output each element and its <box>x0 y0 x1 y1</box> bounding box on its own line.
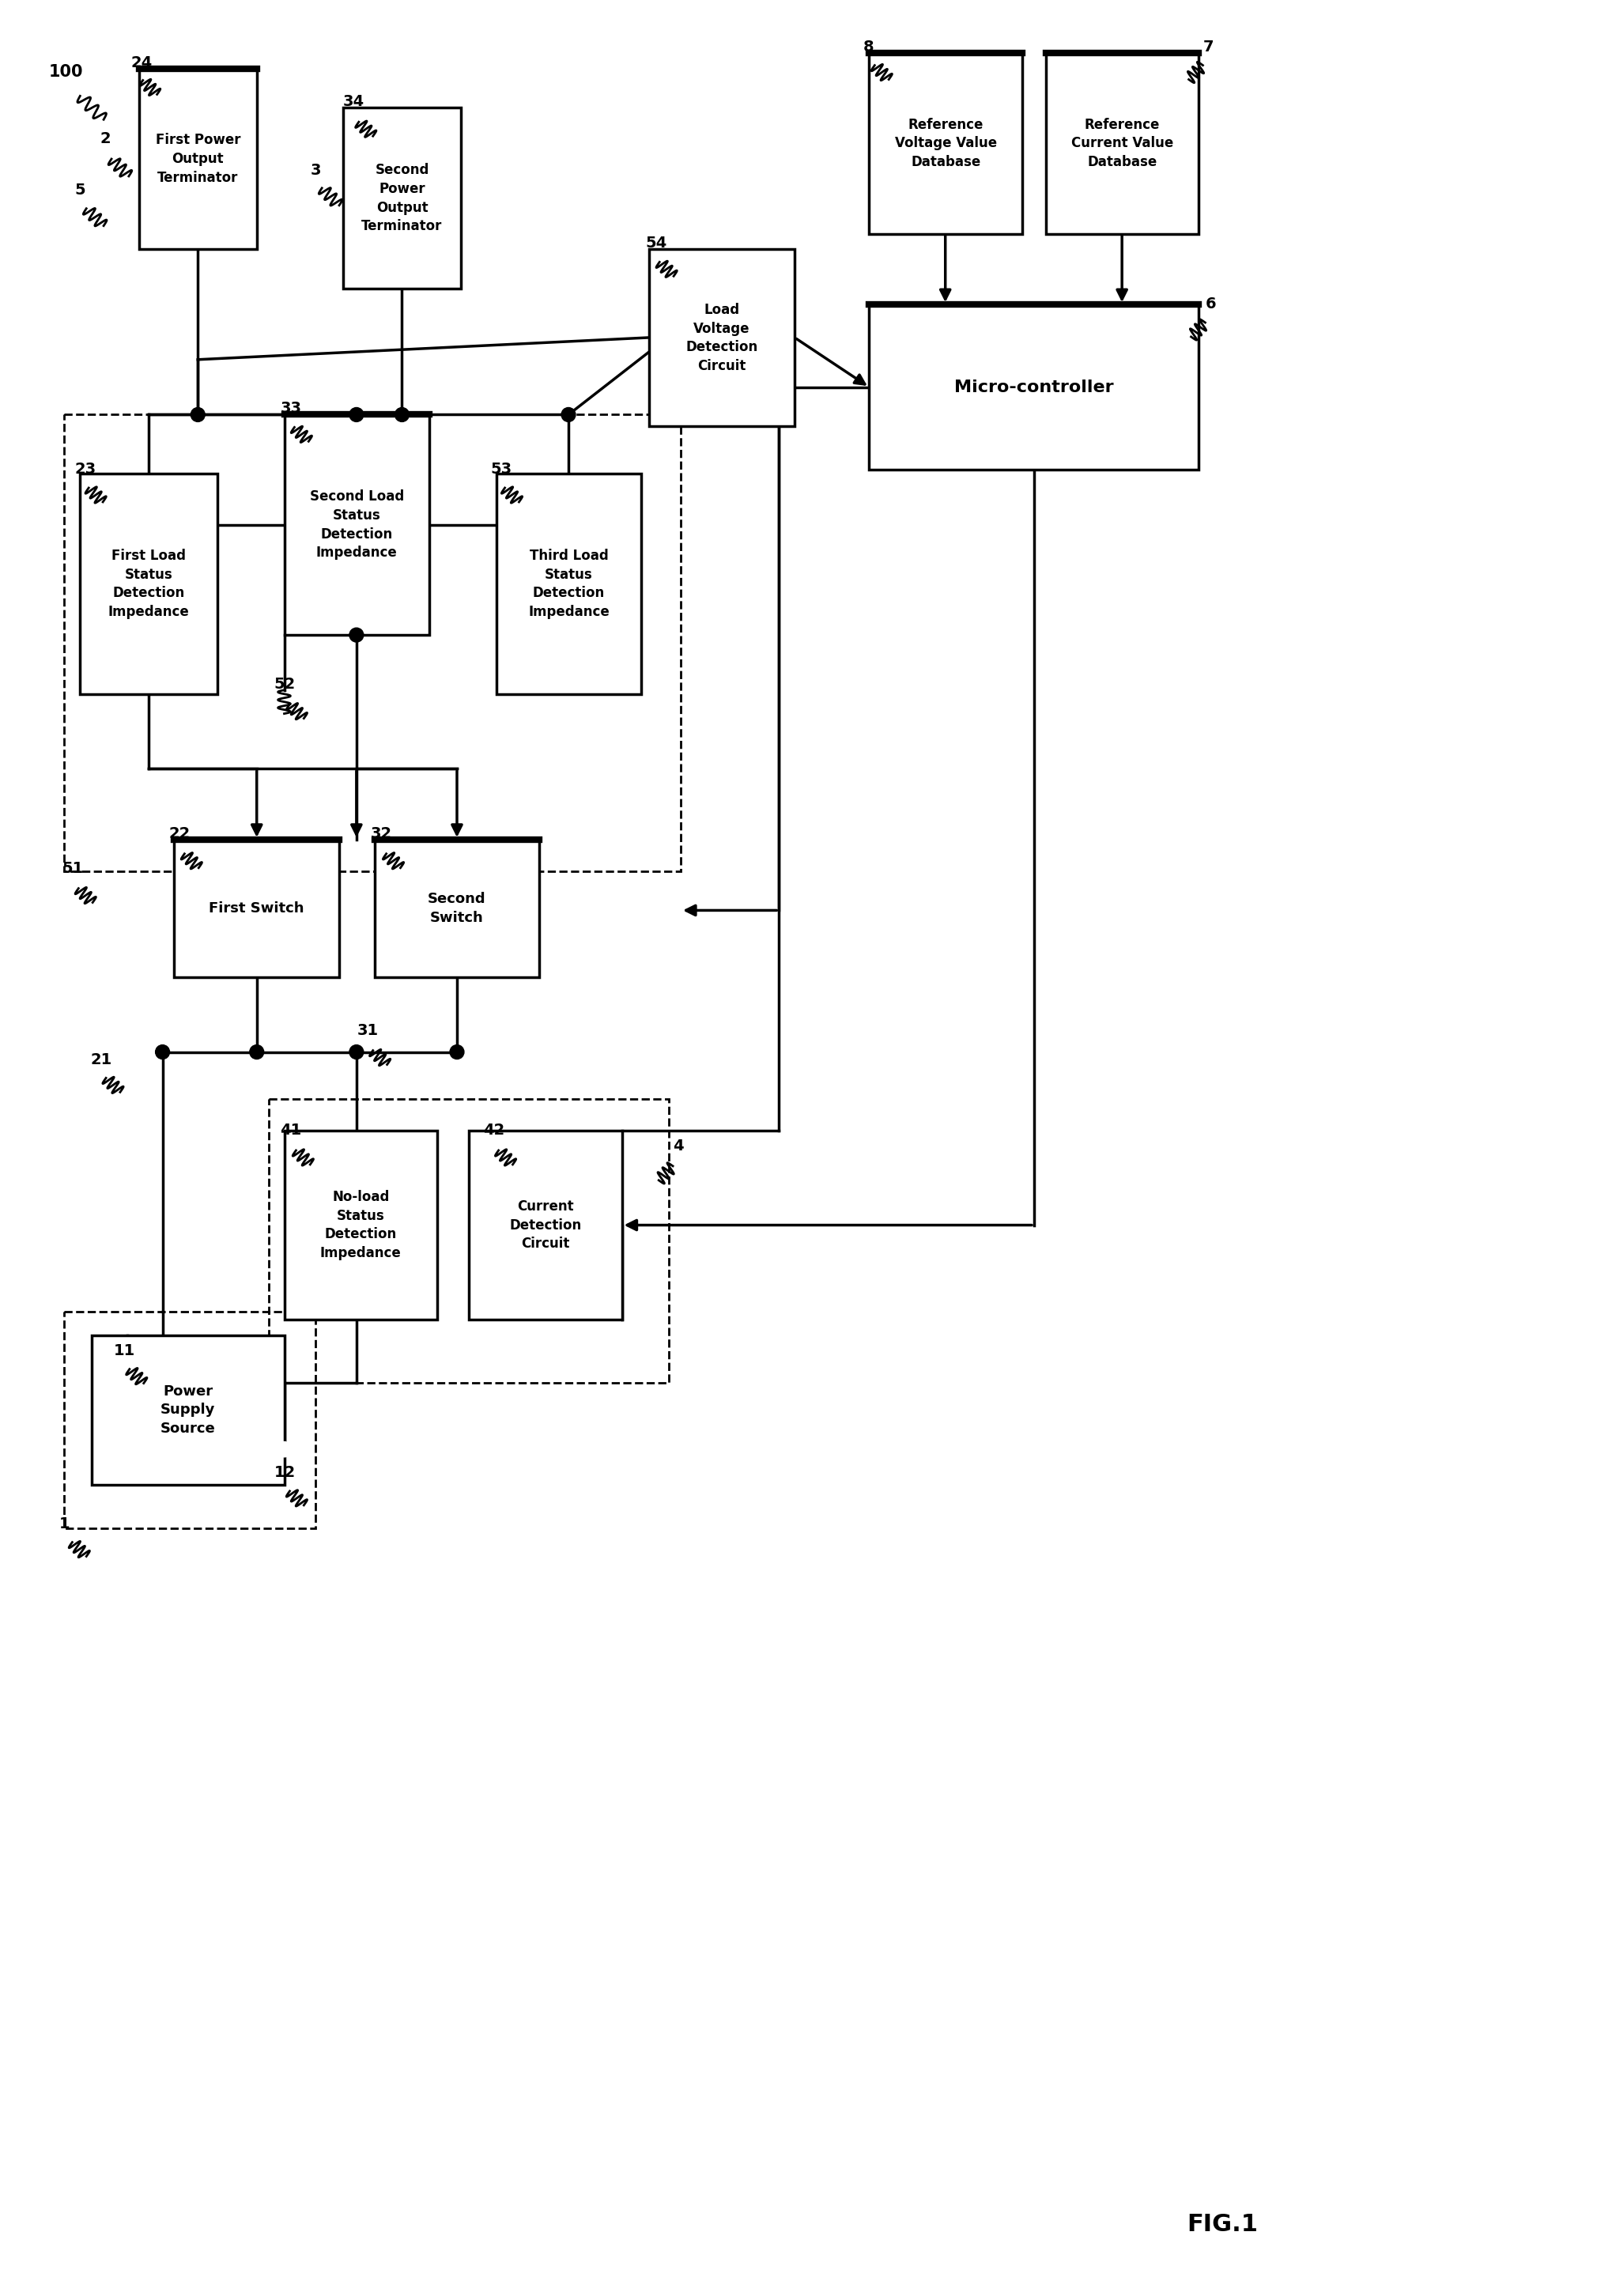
Text: 2: 2 <box>99 131 110 147</box>
Circle shape <box>278 1442 291 1456</box>
Bar <box>1046 53 1199 234</box>
Text: Second
Switch: Second Switch <box>428 891 485 925</box>
Bar <box>343 108 462 289</box>
Bar <box>375 840 540 978</box>
Text: 41: 41 <box>281 1123 302 1139</box>
Text: 12: 12 <box>275 1465 295 1481</box>
Text: 8: 8 <box>862 39 874 55</box>
Text: 42: 42 <box>482 1123 505 1139</box>
Text: 54: 54 <box>645 236 668 250</box>
Text: 52: 52 <box>275 677 295 691</box>
Circle shape <box>190 409 204 422</box>
Text: 5: 5 <box>75 181 85 197</box>
Text: 6: 6 <box>1206 296 1215 312</box>
Text: FIG.1: FIG.1 <box>1187 2213 1258 2236</box>
Circle shape <box>350 1045 364 1058</box>
Circle shape <box>562 409 575 422</box>
Text: Reference
Current Value
Database: Reference Current Value Database <box>1072 117 1174 170</box>
Text: 3: 3 <box>310 163 321 177</box>
Bar <box>80 473 217 693</box>
Bar <box>174 840 339 978</box>
Bar <box>64 416 680 870</box>
Text: No-load
Status
Detection
Impedance: No-load Status Detection Impedance <box>319 1189 401 1261</box>
Bar <box>64 1311 316 1529</box>
Text: 23: 23 <box>75 461 96 478</box>
Text: Power
Supply
Source: Power Supply Source <box>160 1384 216 1435</box>
Bar <box>284 416 430 636</box>
Text: Micro-controller: Micro-controller <box>955 379 1113 395</box>
Text: 7: 7 <box>1203 39 1214 55</box>
Text: First Load
Status
Detection
Impedance: First Load Status Detection Impedance <box>109 549 190 620</box>
Text: First Power
Output
Terminator: First Power Output Terminator <box>155 133 240 184</box>
Bar <box>869 53 1022 234</box>
Circle shape <box>350 627 364 643</box>
Text: 53: 53 <box>490 461 513 478</box>
Bar <box>93 1336 284 1486</box>
Circle shape <box>249 1045 264 1058</box>
Bar <box>650 250 795 427</box>
Text: First Switch: First Switch <box>209 902 305 916</box>
Text: 34: 34 <box>343 94 364 110</box>
Circle shape <box>350 409 364 422</box>
Text: Current
Detection
Circuit: Current Detection Circuit <box>509 1199 581 1251</box>
Text: 100: 100 <box>48 64 83 80</box>
Text: 11: 11 <box>113 1343 136 1359</box>
Circle shape <box>120 1380 134 1394</box>
Text: 51: 51 <box>62 861 83 875</box>
Text: 22: 22 <box>169 827 190 840</box>
Text: 31: 31 <box>358 1022 378 1038</box>
Text: 4: 4 <box>672 1139 684 1153</box>
Text: Second
Power
Output
Terminator: Second Power Output Terminator <box>361 163 442 234</box>
Text: Reference
Voltage Value
Database: Reference Voltage Value Database <box>894 117 997 170</box>
Text: Load
Voltage
Detection
Circuit: Load Voltage Detection Circuit <box>685 303 759 372</box>
Circle shape <box>155 1045 169 1058</box>
Circle shape <box>450 1045 465 1058</box>
Bar <box>497 473 642 693</box>
Text: Second Load
Status
Detection
Impedance: Second Load Status Detection Impedance <box>310 489 404 560</box>
Bar <box>470 1130 621 1320</box>
Text: 33: 33 <box>281 402 302 416</box>
Text: 32: 32 <box>371 827 391 840</box>
Bar <box>284 1130 438 1320</box>
Bar <box>268 1100 669 1382</box>
Text: 1: 1 <box>59 1515 70 1531</box>
Text: 24: 24 <box>131 55 153 69</box>
Bar <box>869 305 1199 471</box>
Text: Third Load
Status
Detection
Impedance: Third Load Status Detection Impedance <box>529 549 610 620</box>
Circle shape <box>394 409 409 422</box>
Text: 21: 21 <box>91 1052 112 1068</box>
Bar <box>139 69 257 250</box>
